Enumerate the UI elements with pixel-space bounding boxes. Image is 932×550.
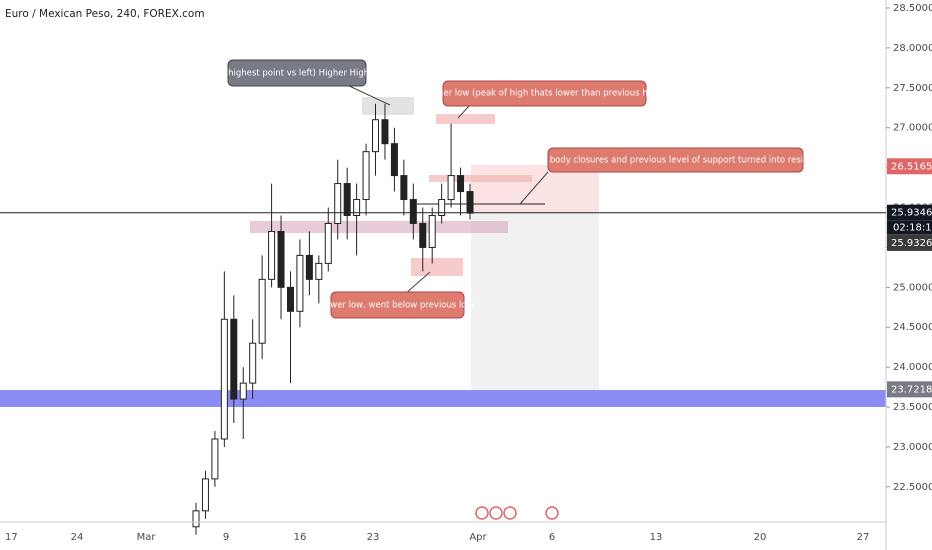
x-tick-label: 9 [223,532,229,543]
x-tick-label: 24 [71,532,84,543]
candle-body [390,143,398,177]
candle-body [192,510,200,528]
candle-body [324,222,332,264]
callout [442,80,647,107]
y-tick-label: 27.00000 [893,123,932,134]
callout [227,59,367,87]
support-band [0,390,886,407]
candle-body [296,254,304,312]
candle-body [220,318,228,440]
x-tick-label: 23 [367,532,380,543]
candles [192,103,474,535]
x-tick-label: 17 [5,532,18,543]
callout [547,147,804,173]
price-label: 25.93267 [891,238,932,249]
zone [436,114,495,124]
callout [330,291,465,319]
candle-body [381,119,389,145]
candle-body [362,151,370,201]
candle-body [343,183,351,217]
candle-body [230,318,238,400]
event-icon[interactable] [503,506,517,520]
y-tick-label: 23.00000 [893,442,932,453]
price-label-bg [887,158,932,175]
candle-body [239,382,247,400]
y-tick-label: 22.50000 [893,482,932,493]
candle-body [211,438,219,480]
annotation: Higher low (peak of high thats lower tha… [424,89,664,99]
candle-body [400,175,408,201]
candle-body [249,342,257,384]
zone [429,175,532,182]
x-tick-label: 13 [650,532,663,543]
countdown-bg [887,220,932,235]
annotation: 4 daily body closures and previous level… [519,156,832,166]
countdown: 02:18:15 [893,223,932,234]
x-tick-label: Mar [137,532,157,543]
x-tick-label: 20 [754,532,767,543]
candle-body [438,199,446,217]
price-label: 23.72188 [891,384,932,395]
x-tick-label: 6 [549,532,555,543]
candle-body [457,175,465,193]
candle-body [353,199,361,217]
candle-body [201,478,209,512]
annotation: (highest point vs left) Higher High [225,69,369,79]
event-icon[interactable] [545,506,559,520]
y-tick-label: 28.50000 [893,3,932,14]
candle-body [409,199,417,224]
x-tick-label: 27 [857,532,870,543]
callout-pointer [404,271,431,295]
candle-body [428,215,436,248]
event-icon[interactable] [475,506,489,520]
price-label-bg [887,381,932,398]
y-tick-label: 23.50000 [893,402,932,413]
chart-title: Euro / Mexican Peso, 240, FOREX.com [5,8,205,20]
price-label: 26.51651 [891,161,932,172]
y-tick-label: 24.50000 [893,322,932,333]
candle-body [419,222,427,248]
price-label: 25.93465 [891,208,932,219]
candle-body [305,254,313,280]
y-tick-label: 24.00000 [893,362,932,373]
callout-pointer [344,83,391,106]
candle-body [447,175,455,201]
candle-body [286,286,294,312]
y-tick-label: 27.50000 [893,83,932,94]
candle-body [466,191,474,214]
candle-body [277,230,285,288]
candle-body [334,183,342,224]
callout-pointer [519,171,549,205]
annotation: Lower low, went below previous low [320,301,473,311]
candle-body [372,119,380,153]
x-tick-label: Apr [469,532,487,543]
callout-pointer [457,104,471,119]
x-tick-label: 16 [294,532,307,543]
event-icon[interactable] [489,506,503,520]
candle-body [258,278,266,344]
candle-body [268,230,276,280]
price-label-bg [887,204,932,221]
price-label-bg [887,234,932,251]
y-tick-label: 25.00000 [893,282,932,293]
y-tick-label: 28.00000 [893,43,932,54]
candle-body [315,262,323,280]
zone [250,221,508,233]
zone [411,258,463,276]
zone [362,97,414,115]
